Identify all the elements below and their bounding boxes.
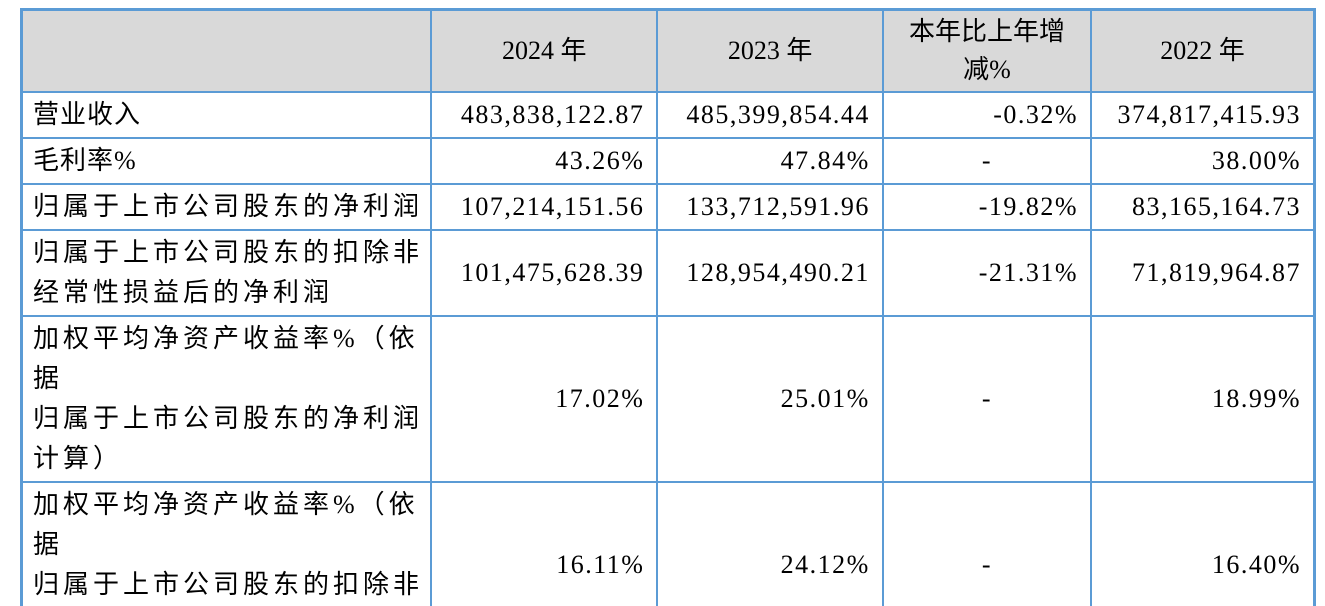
column-header-2024: 2024 年: [430, 8, 659, 93]
cell-roe-weighted-change: -: [881, 315, 1093, 483]
cell-net-profit-deducted-2023: 128,954,490.21: [656, 229, 884, 317]
table-row-roe-weighted: 加权平均净资产收益率%（依据 归属于上市公司股东的净利润 计算） 17.02% …: [20, 315, 1316, 483]
row-label-net-profit: 归属于上市公司股东的净利润: [20, 183, 433, 231]
cell-net-profit-2024: 107,214,151.56: [430, 183, 659, 231]
cell-revenue-2023: 485,399,854.44: [656, 91, 884, 139]
cell-net-profit-2022: 83,165,164.73: [1090, 183, 1316, 231]
cell-roe-weighted-2024: 17.02%: [430, 315, 659, 483]
row-label-gross-margin: 毛利率%: [20, 137, 433, 185]
table-row-roe-weighted-deducted: 加权平均净资产收益率%（依据 归属于上市公司股东的扣除非 经常性损益后的净利润计…: [20, 481, 1316, 606]
financial-indicators-table: 2024 年 2023 年 本年比上年增 减% 2022 年 营业收入 483,…: [20, 8, 1316, 606]
cell-net-profit-deducted-change: -21.31%: [881, 229, 1093, 317]
column-header-blank: [20, 8, 433, 93]
cell-gross-margin-2022: 38.00%: [1090, 137, 1316, 185]
column-header-2023: 2023 年: [656, 8, 884, 93]
cell-gross-margin-2023: 47.84%: [656, 137, 884, 185]
column-header-2022: 2022 年: [1090, 8, 1316, 93]
cell-revenue-2024: 483,838,122.87: [430, 91, 659, 139]
cell-roe-weighted-deducted-2022: 16.40%: [1090, 481, 1316, 606]
table-row-revenue: 营业收入 483,838,122.87 485,399,854.44 -0.32…: [20, 91, 1316, 139]
table-row-net-profit: 归属于上市公司股东的净利润 107,214,151.56 133,712,591…: [20, 183, 1316, 231]
cell-net-profit-2023: 133,712,591.96: [656, 183, 884, 231]
row-label-roe-weighted: 加权平均净资产收益率%（依据 归属于上市公司股东的净利润 计算）: [20, 315, 433, 483]
table-row-gross-margin: 毛利率% 43.26% 47.84% - 38.00%: [20, 137, 1316, 185]
table-row-net-profit-deducted: 归属于上市公司股东的扣除非 经常性损益后的净利润 101,475,628.39 …: [20, 229, 1316, 317]
row-label-net-profit-deducted: 归属于上市公司股东的扣除非 经常性损益后的净利润: [20, 229, 433, 317]
cell-roe-weighted-2023: 25.01%: [656, 315, 884, 483]
table-header-row: 2024 年 2023 年 本年比上年增 减% 2022 年: [20, 8, 1316, 93]
cell-roe-weighted-deducted-2023: 24.12%: [656, 481, 884, 606]
cell-revenue-change: -0.32%: [881, 91, 1093, 139]
row-label-roe-weighted-deducted: 加权平均净资产收益率%（依据 归属于上市公司股东的扣除非 经常性损益后的净利润计…: [20, 481, 433, 606]
cell-roe-weighted-2022: 18.99%: [1090, 315, 1316, 483]
cell-roe-weighted-deducted-2024: 16.11%: [430, 481, 659, 606]
column-header-change: 本年比上年增 减%: [881, 8, 1093, 93]
cell-gross-margin-2024: 43.26%: [430, 137, 659, 185]
row-label-revenue: 营业收入: [20, 91, 433, 139]
cell-net-profit-deducted-2024: 101,475,628.39: [430, 229, 659, 317]
cell-revenue-2022: 374,817,415.93: [1090, 91, 1316, 139]
cell-gross-margin-change: -: [881, 137, 1093, 185]
cell-net-profit-deducted-2022: 71,819,964.87: [1090, 229, 1316, 317]
cell-roe-weighted-deducted-change: -: [881, 481, 1093, 606]
cell-net-profit-change: -19.82%: [881, 183, 1093, 231]
